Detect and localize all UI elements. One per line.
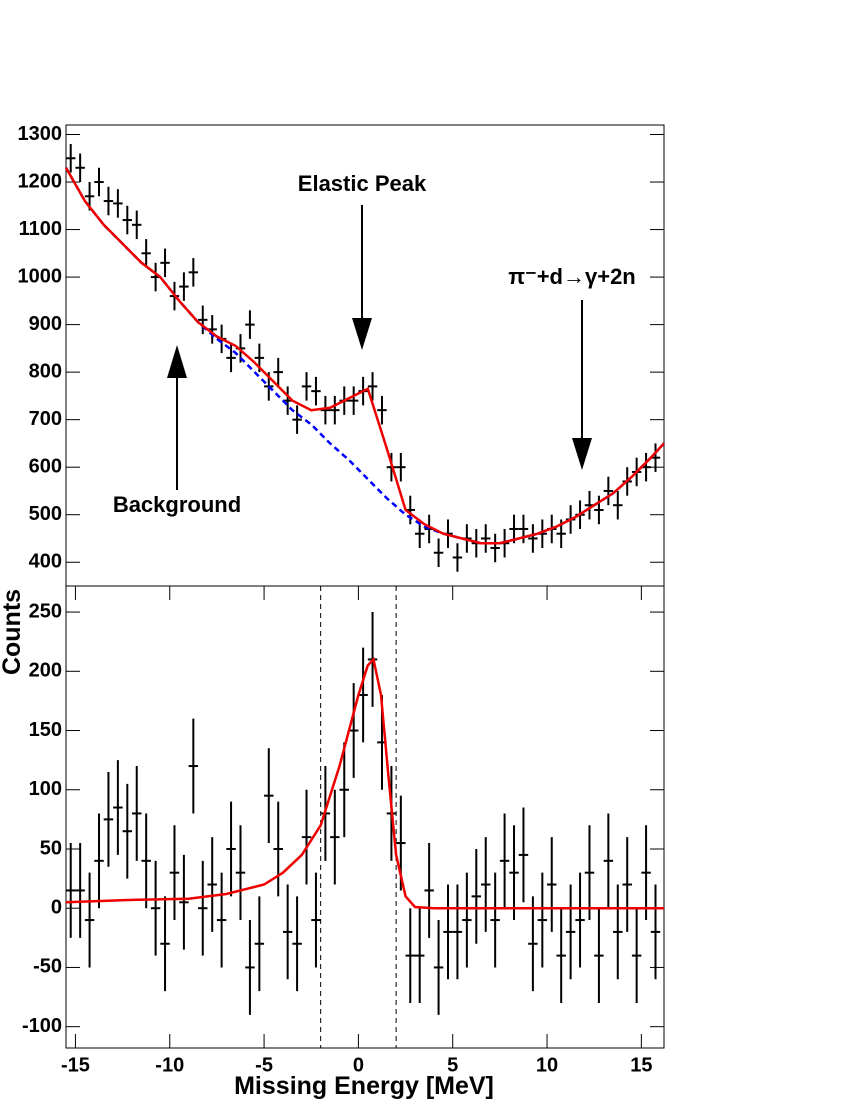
y-tick-label: 1300 xyxy=(18,123,63,145)
annotation: Elastic Peak xyxy=(298,171,427,196)
x-tick-label: 15 xyxy=(630,1054,652,1076)
arrow-head xyxy=(352,318,372,350)
y-tick-label: 700 xyxy=(29,408,62,430)
fit-curve xyxy=(65,656,664,910)
y-tick-label: -100 xyxy=(22,1015,62,1037)
y-tick-label: 1000 xyxy=(18,265,63,287)
y-tick-label: 400 xyxy=(29,551,62,573)
arrow-head xyxy=(572,438,592,470)
fit-curve xyxy=(64,167,665,545)
y-tick-label: 500 xyxy=(29,503,62,525)
y-tick-label: 150 xyxy=(29,719,62,741)
y-axis-title: Counts xyxy=(0,589,26,675)
annotation: π⁻+d→γ+2n xyxy=(508,264,636,289)
x-tick-label: -10 xyxy=(155,1054,184,1076)
y-tick-label: 900 xyxy=(29,313,62,335)
x-axis-title: Missing Energy [MeV] xyxy=(234,1072,494,1100)
fit-curve xyxy=(64,167,665,545)
y-tick-label: 250 xyxy=(29,600,62,622)
x-tick-label: 0 xyxy=(353,1054,364,1076)
x-tick-label: 5 xyxy=(447,1054,458,1076)
y-tick-label: 600 xyxy=(29,455,62,477)
bottom-frame xyxy=(65,585,665,1049)
y-tick-label: 50 xyxy=(40,837,62,859)
y-tick-label: 200 xyxy=(29,660,62,682)
x-tick-label: -15 xyxy=(61,1054,90,1076)
y-tick-label: 0 xyxy=(51,896,62,918)
y-tick-label: 1200 xyxy=(18,170,63,192)
x-tick-label: 10 xyxy=(536,1054,558,1076)
y-tick-label: 100 xyxy=(29,778,62,800)
annotation: Background xyxy=(113,492,241,517)
arrow-head xyxy=(167,345,187,378)
y-tick-label: 1100 xyxy=(19,218,62,240)
y-tick-label: 800 xyxy=(29,360,62,382)
y-tick-label: -50 xyxy=(33,956,62,978)
x-tick-label: -5 xyxy=(255,1054,273,1076)
